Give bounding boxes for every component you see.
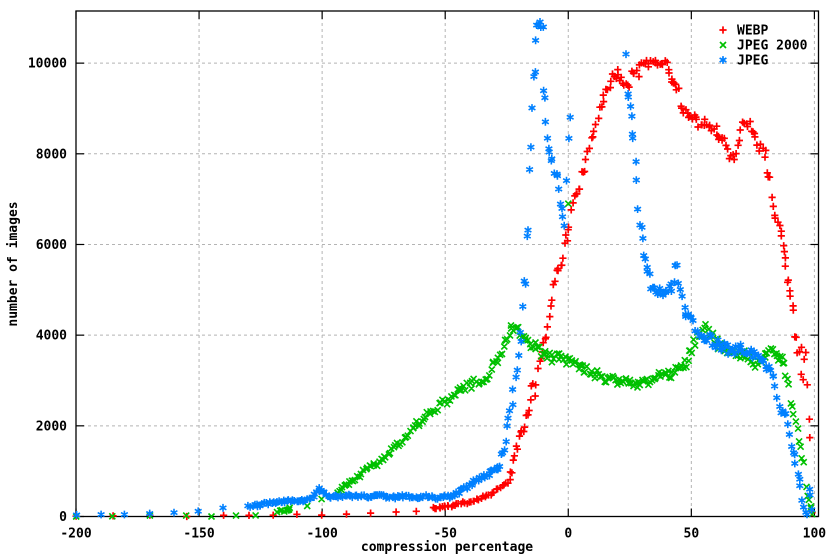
x-tick-label: -50 [433,527,457,542]
series-webp-points [72,56,816,521]
grid-lines [76,11,819,517]
y-tick-label: 8000 [36,147,67,162]
asterisk-marker-icon [719,56,727,64]
y-axis-label: number of images [6,201,21,326]
x-tick-label: -100 [306,527,337,542]
x-tick-label: -150 [183,527,214,542]
legend-item-jpeg: JPEG [719,54,768,69]
legend-item-webp: WEBP [719,24,768,39]
data-points-layer [72,18,816,521]
y-tick-label: 10000 [28,57,67,72]
series-jpeg-points [72,18,816,519]
plus-marker-icon [719,26,727,34]
plot-border [75,10,820,518]
x-tick-label: -200 [60,527,91,542]
y-tick-label: 2000 [36,419,67,434]
y-tick-label: 0 [59,510,67,525]
legend-label: JPEG 2000 [737,39,808,54]
legend-label: JPEG [737,54,768,69]
y-tick-label: 4000 [36,329,67,344]
axis-labels: compression percentage number of images [6,201,533,555]
series-jpeg-2000-points [72,200,816,521]
x-tick-label: 50 [684,527,700,542]
x-tick-label: 100 [803,527,827,542]
x-axis-label: compression percentage [361,540,533,555]
axis-ticks: -200 -150 -100 -50 0 50 100 0 2000 4000 6000 8000 10… [28,11,826,542]
cross-marker-icon [719,41,727,49]
legend-label: WEBP [737,24,768,39]
legend-item-jpeg-2000: JPEG 2000 [719,39,808,54]
x-tick-label: 0 [564,527,572,542]
y-tick-label: 6000 [36,238,67,253]
